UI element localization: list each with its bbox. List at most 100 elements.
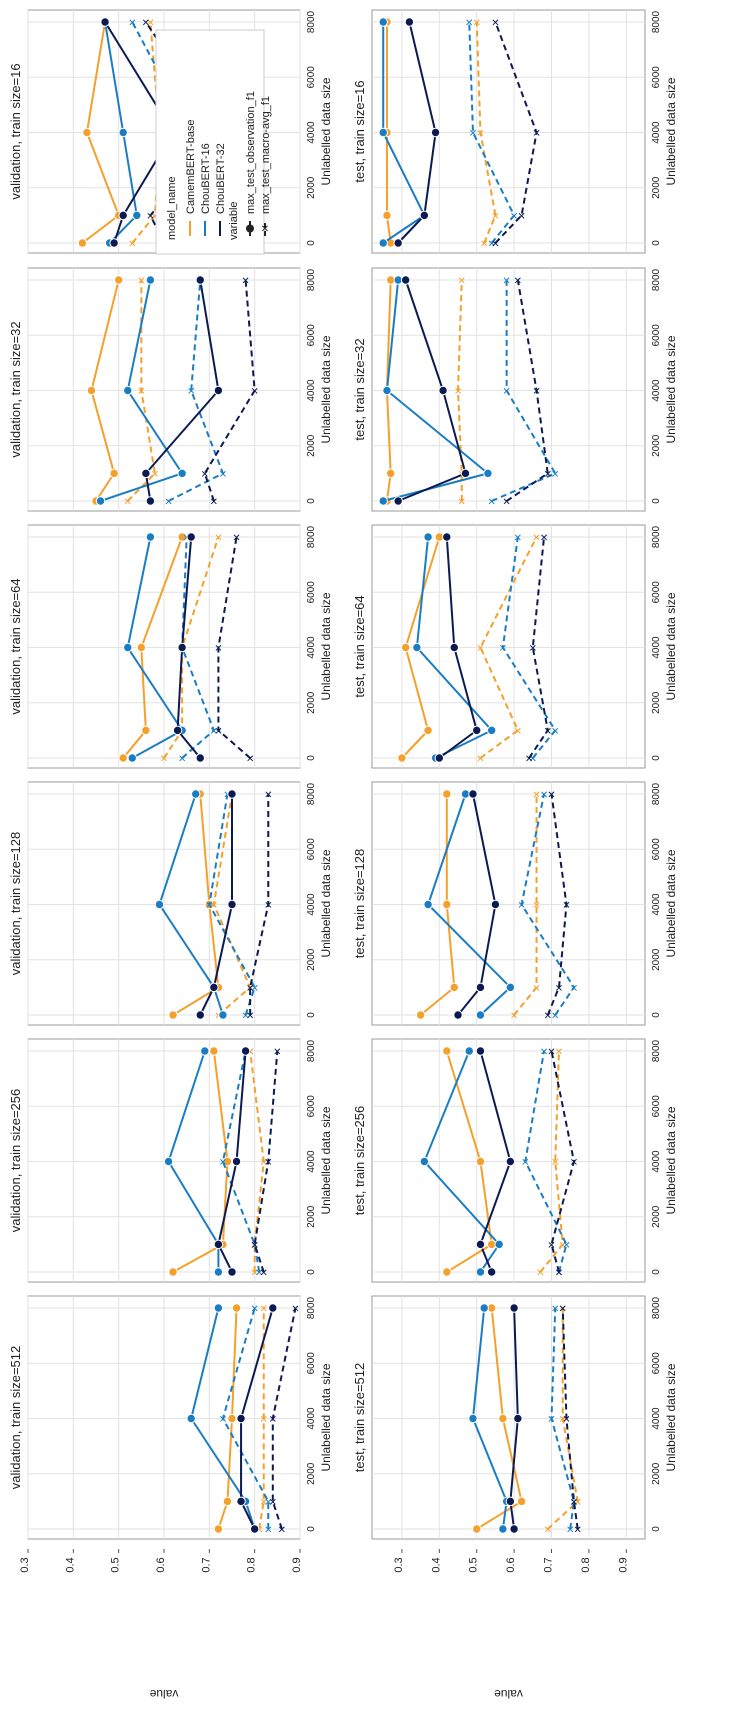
data-point-observation [419,210,430,221]
data-point-macro: ✕ [544,1011,552,1022]
data-point-macro: ✕ [128,239,136,250]
data-point-macro: ✕ [250,1304,258,1315]
data-point-macro: ✕ [555,1268,563,1279]
data-point-macro: ✕ [540,1047,548,1058]
data-point-observation [141,725,151,736]
data-point-macro: ✕ [525,754,533,765]
data-point-observation [509,1524,519,1534]
series-line-choubert-16-observation [415,536,494,759]
data-point-macro: ✕ [559,1240,567,1251]
data-point-observation [449,642,459,653]
facet-title: validation, train size=512 [8,1346,23,1489]
series-line-camembert-base-macro [475,21,497,244]
x-tick-label: 0 [306,498,317,504]
x-tick-label: 6000 [651,66,662,89]
series-line-choubert-16-macro [468,21,516,244]
legend-label-choubert16: ChouBERT-16 [200,143,212,214]
data-point-observation [95,496,106,506]
data-point-observation [163,1156,174,1167]
y-tick-label: 0.3 [19,1557,31,1572]
data-point-observation [483,468,493,479]
series-line-choubert-32-observation [438,536,478,759]
x-axis-label: Unlabelled data size [664,592,678,700]
data-point-observation [177,468,187,479]
panel-test-0: 0 2000 4000 6000 8000 test, train size=16 Unla… [352,9,678,254]
data-point-macro: ✕ [532,129,540,140]
data-point-macro: ✕ [250,1240,258,1251]
y-tick-label: 0.6 [505,1557,517,1572]
series-line-choubert-32-macro [528,536,549,759]
data-point-macro: ✕ [241,276,249,287]
data-point-macro: ✕ [510,1011,518,1022]
data-point-observation [494,1239,504,1250]
facet-title: validation, train size=64 [8,578,23,714]
data-point-macro: ✕ [514,276,522,287]
x-tick-label: 4000 [651,1407,662,1430]
data-point-macro: ✕ [164,497,172,508]
data-point-macro: ✕ [146,211,154,222]
data-point-observation [486,1267,497,1277]
data-point-macro: ✕ [476,754,484,765]
series-line-camembert-base-macro [163,536,220,759]
legend-title-variable: variable [228,201,240,240]
data-point-macro: ✕ [547,1240,555,1251]
x-tick-label: 4000 [306,121,317,144]
x-tick-label: 6000 [306,324,317,347]
data-point-observation [145,275,156,285]
x-tick-label: 0 [306,240,317,246]
x-tick-label: 6000 [651,838,662,861]
x-tick-label: 8000 [651,525,662,548]
data-point-observation [240,1046,251,1056]
legend-label-macro: max_test_macro-avg_f1 [260,96,272,214]
data-point-macro: ✕ [151,469,159,480]
data-point-observation [423,899,433,910]
panel-frame [371,267,646,512]
data-point-macro: ✕ [201,469,209,480]
x-tick-label: 4000 [651,893,662,916]
y-tick-label: 0.6 [155,1557,167,1572]
data-point-macro: ✕ [547,790,555,801]
series-line-choubert-32-macro [253,1050,279,1273]
data-point-macro: ✕ [260,1497,268,1508]
x-tick-label: 2000 [651,1462,662,1485]
data-point-macro: ✕ [219,469,227,480]
data-point-macro: ✕ [250,1240,258,1251]
series-line-choubert-16-macro [550,1307,575,1530]
data-point-macro: ✕ [137,276,145,287]
x-tick-label: 8000 [651,1039,662,1062]
data-point-macro: ✕ [529,754,537,765]
data-point-observation [397,753,407,763]
data-point-observation [385,468,396,479]
panel-validation-5: 0 2000 4000 6000 8000 validation, train size=… [8,1295,333,1540]
y-tick-label: 0.8 [580,1557,592,1572]
data-point-macro: ✕ [291,1304,299,1315]
series-line-choubert-16-observation [382,22,426,244]
panel-validation-3: 0 2000 4000 6000 8000 validation, train size=… [8,781,333,1026]
x-tick-label: 2000 [651,434,662,457]
x-tick-label: 2000 [651,176,662,199]
data-point-macro: ✕ [205,901,213,912]
data-point-macro: ✕ [562,1415,570,1426]
data-point-macro: ✕ [273,1047,281,1058]
data-point-macro: ✕ [151,211,159,222]
data-point-macro: ✕ [487,497,495,508]
data-point-observation [378,238,388,248]
x-tick-label: 8000 [651,1296,662,1319]
data-point-observation [186,1413,196,1424]
data-point-macro: ✕ [241,1011,249,1022]
data-point-observation [378,127,388,138]
x-tick-label: 6000 [651,1352,662,1375]
legend-label-choubert32: ChouBERT-32 [215,143,227,214]
series-line-camembert-base-macro [212,793,252,1016]
data-point-observation [195,753,205,763]
data-point-macro: ✕ [491,18,499,29]
data-point-observation [227,899,237,910]
data-point-observation [423,532,433,542]
series-line-choubert-32-observation [144,279,220,502]
series-line-choubert-32-observation [457,793,497,1016]
data-point-macro: ✕ [517,901,525,912]
data-point-macro: ✕ [573,1497,581,1508]
data-point-observation [118,210,128,221]
data-point-observation [213,1267,224,1277]
x-tick-label: 2000 [306,176,317,199]
